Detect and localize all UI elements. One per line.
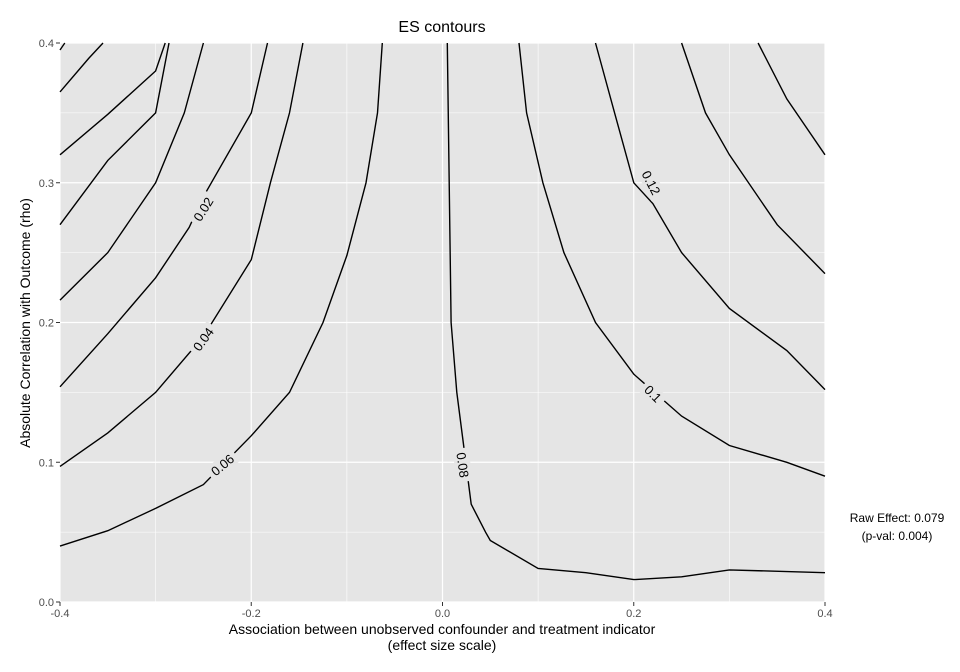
contour-label-background (452, 447, 473, 483)
contour-label: 0.08 (453, 451, 471, 478)
contour-line (59, 42, 170, 226)
x-axis-ticks: -0.4 -0.2 0.0 0.2 0.4 (51, 602, 833, 620)
raw-effect-note: Raw Effect: 0.079 (849, 511, 945, 525)
p-value-note: (p-val: 0.004) (861, 529, 933, 543)
contour-label-background (204, 448, 241, 482)
x-axis-subtitle: (effect size scale) (388, 637, 497, 653)
contour-lines (59, 42, 826, 581)
y-tick-label: 0.0 (39, 597, 54, 609)
x-tick-label: 0.2 (626, 608, 641, 620)
y-tick-label: 0.1 (39, 457, 54, 469)
contour-line (59, 42, 104, 93)
chart-title: ES contours (398, 19, 485, 36)
y-tick-label: 0.3 (39, 178, 54, 190)
contour-line (518, 42, 826, 477)
contour-line (59, 42, 383, 547)
contour-line (59, 42, 269, 388)
contour-line (446, 42, 826, 581)
x-tick-label: 0.0 (435, 608, 450, 620)
y-axis-ticks: 0.0 0.1 0.2 0.3 0.4 (39, 38, 60, 609)
contour-line (757, 42, 826, 156)
contour-line (59, 42, 166, 156)
contour-line (680, 42, 826, 275)
x-tick-label: -0.4 (51, 608, 70, 620)
contour-label-background (187, 321, 220, 358)
contour-label-background (637, 378, 668, 409)
x-axis-title: Association between unobserved confounde… (229, 621, 656, 637)
contour-label-group: 0.08 (452, 447, 473, 483)
x-tick-label: -0.2 (242, 608, 261, 620)
x-tick-label: 0.4 (817, 608, 832, 620)
contour-line (59, 42, 205, 301)
contour-line (59, 42, 66, 51)
y-axis-title: Absolute Correlation with Outcome (rho) (17, 198, 33, 448)
contour-label-background (187, 190, 220, 228)
y-tick-label: 0.2 (39, 318, 54, 330)
contour-label-background (636, 164, 666, 202)
contour-line (59, 42, 304, 467)
y-tick-label: 0.4 (39, 38, 54, 50)
contour-line (594, 42, 826, 391)
